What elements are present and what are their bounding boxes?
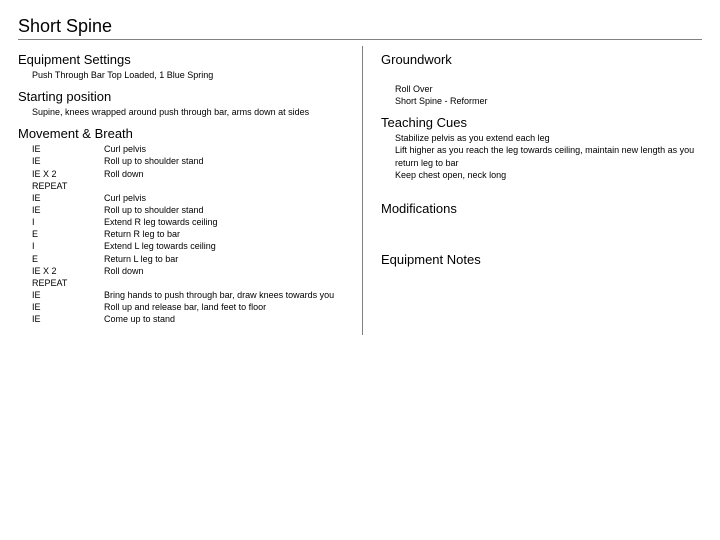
breath-cell: IE: [32, 143, 104, 155]
breath-cell: IE: [32, 289, 104, 301]
movement-row: IE X 2Roll down: [32, 265, 344, 277]
movement-row: IEBring hands to push through bar, draw …: [32, 289, 344, 301]
movement-breath-heading: Movement & Breath: [18, 126, 344, 141]
movement-row: IERoll up to shoulder stand: [32, 155, 344, 167]
movement-description-cell: Roll up to shoulder stand: [104, 204, 344, 216]
groundwork-line: Roll Over: [395, 83, 702, 95]
left-column: Equipment Settings Push Through Bar Top …: [18, 46, 363, 335]
movement-description-cell: [104, 180, 344, 192]
movement-row: IECome up to stand: [32, 313, 344, 325]
movement-row: EReturn L leg to bar: [32, 253, 344, 265]
movement-row: IECurl pelvis: [32, 143, 344, 155]
breath-cell: I: [32, 216, 104, 228]
movement-description-cell: [104, 277, 344, 289]
movement-row: REPEAT: [32, 180, 344, 192]
movement-description-cell: Extend L leg towards ceiling: [104, 240, 344, 252]
movement-breath-body: IECurl pelvisIERoll up to shoulder stand…: [18, 143, 344, 325]
starting-position-heading: Starting position: [18, 89, 344, 104]
movement-description-cell: Curl pelvis: [104, 192, 344, 204]
movement-description-cell: Curl pelvis: [104, 143, 344, 155]
modifications-heading: Modifications: [381, 201, 702, 216]
breath-cell: REPEAT: [32, 180, 104, 192]
breath-cell: E: [32, 228, 104, 240]
breath-cell: IE: [32, 301, 104, 313]
page-title: Short Spine: [18, 16, 702, 40]
groundwork-heading: Groundwork: [381, 52, 702, 67]
teaching-cue-line: Lift higher as you reach the leg towards…: [395, 144, 702, 168]
teaching-cues-heading: Teaching Cues: [381, 115, 702, 130]
equipment-notes-heading: Equipment Notes: [381, 252, 702, 267]
breath-cell: E: [32, 253, 104, 265]
groundwork-line: Short Spine - Reformer: [395, 95, 702, 107]
breath-cell: IE X 2: [32, 265, 104, 277]
breath-cell: IE: [32, 204, 104, 216]
movement-description-cell: Roll up and release bar, land feet to fl…: [104, 301, 344, 313]
movement-row: IERoll up to shoulder stand: [32, 204, 344, 216]
movement-description-cell: Roll up to shoulder stand: [104, 155, 344, 167]
breath-cell: I: [32, 240, 104, 252]
movement-row: IExtend R leg towards ceiling: [32, 216, 344, 228]
breath-cell: IE X 2: [32, 168, 104, 180]
movement-description-cell: Return R leg to bar: [104, 228, 344, 240]
movement-row: IECurl pelvis: [32, 192, 344, 204]
movement-row: IE X 2Roll down: [32, 168, 344, 180]
breath-cell: IE: [32, 155, 104, 167]
breath-cell: IE: [32, 313, 104, 325]
groundwork-body: Roll OverShort Spine - Reformer: [381, 83, 702, 107]
teaching-cues-body: Stabilize pelvis as you extend each legL…: [381, 132, 702, 181]
movement-description-cell: Extend R leg towards ceiling: [104, 216, 344, 228]
content-columns: Equipment Settings Push Through Bar Top …: [18, 46, 702, 335]
movement-description-cell: Bring hands to push through bar, draw kn…: [104, 289, 344, 301]
movement-row: IERoll up and release bar, land feet to …: [32, 301, 344, 313]
equipment-settings-heading: Equipment Settings: [18, 52, 344, 67]
breath-cell: REPEAT: [32, 277, 104, 289]
movement-description-cell: Come up to stand: [104, 313, 344, 325]
teaching-cue-line: Keep chest open, neck long: [395, 169, 702, 181]
equipment-settings-body: Push Through Bar Top Loaded, 1 Blue Spri…: [18, 69, 344, 81]
breath-cell: IE: [32, 192, 104, 204]
movement-description-cell: Return L leg to bar: [104, 253, 344, 265]
starting-position-body: Supine, knees wrapped around push throug…: [18, 106, 344, 118]
movement-description-cell: Roll down: [104, 168, 344, 180]
movement-row: IExtend L leg towards ceiling: [32, 240, 344, 252]
right-column: Groundwork Roll OverShort Spine - Reform…: [363, 46, 702, 335]
movement-row: REPEAT: [32, 277, 344, 289]
movement-row: EReturn R leg to bar: [32, 228, 344, 240]
movement-description-cell: Roll down: [104, 265, 344, 277]
teaching-cue-line: Stabilize pelvis as you extend each leg: [395, 132, 702, 144]
